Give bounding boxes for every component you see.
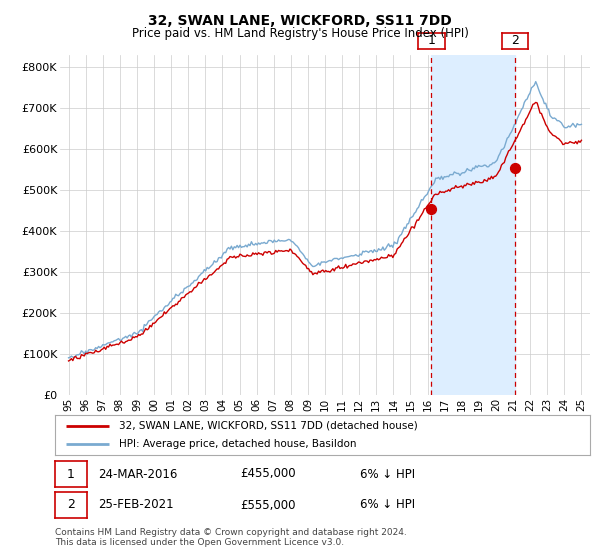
- Text: HPI: Average price, detached house, Basildon: HPI: Average price, detached house, Basi…: [119, 439, 356, 449]
- Text: 32, SWAN LANE, WICKFORD, SS11 7DD: 32, SWAN LANE, WICKFORD, SS11 7DD: [148, 14, 452, 28]
- Text: 24-MAR-2016: 24-MAR-2016: [98, 468, 178, 480]
- Text: £455,000: £455,000: [240, 468, 296, 480]
- Point: [427, 204, 436, 213]
- Text: Contains HM Land Registry data © Crown copyright and database right 2024.
This d: Contains HM Land Registry data © Crown c…: [55, 528, 407, 548]
- Point: [511, 163, 520, 172]
- Text: 25-FEB-2021: 25-FEB-2021: [98, 498, 173, 511]
- Text: 2: 2: [67, 498, 75, 511]
- Text: £555,000: £555,000: [240, 498, 296, 511]
- Text: 6% ↓ HPI: 6% ↓ HPI: [360, 468, 415, 480]
- Bar: [431, 55, 515, 395]
- Text: Price paid vs. HM Land Registry's House Price Index (HPI): Price paid vs. HM Land Registry's House …: [131, 27, 469, 40]
- Text: 1: 1: [67, 468, 75, 480]
- Text: 2: 2: [511, 35, 519, 48]
- Text: 32, SWAN LANE, WICKFORD, SS11 7DD (detached house): 32, SWAN LANE, WICKFORD, SS11 7DD (detac…: [119, 421, 418, 431]
- Text: 6% ↓ HPI: 6% ↓ HPI: [360, 498, 415, 511]
- Text: 1: 1: [427, 35, 435, 48]
